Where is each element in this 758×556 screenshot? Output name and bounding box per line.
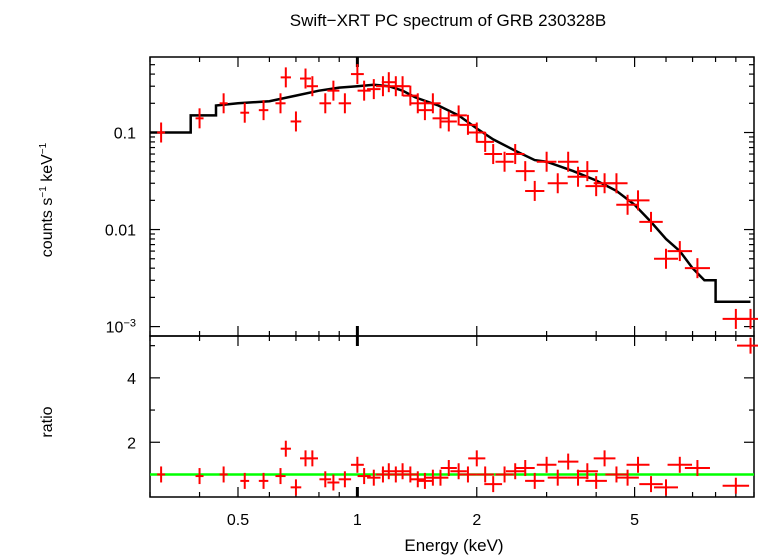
x-tick-label: 2 <box>472 512 481 529</box>
chart-title: Swift−XRT PC spectrum of GRB 230328B <box>290 11 606 30</box>
y-axis-label-spectrum: counts s−1 keV−1 <box>38 142 56 257</box>
spectrum-y-tick-label: 0.01 <box>105 223 136 240</box>
x-tick-label: 1 <box>353 512 362 529</box>
spectrum-panel: 0.1 0.01 10−3 <box>105 56 758 337</box>
ratio-y-tick-label: 4 <box>127 371 136 388</box>
spectrum-frame <box>149 56 755 337</box>
x-tick-label: 5 <box>630 512 639 529</box>
spectrum-y-tick-label: 10−3 <box>106 318 136 337</box>
spectrum-y-tick-label: 0.1 <box>114 126 136 143</box>
y-axis-label-ratio: ratio <box>39 406 56 437</box>
ratio-y-tick-label: 2 <box>127 435 136 452</box>
ratio-panel: 2 4 0.5 1 2 5 <box>127 335 758 529</box>
model-line <box>150 83 751 304</box>
x-axis-label: Energy (keV) <box>404 536 503 555</box>
x-tick-label: 0.5 <box>227 512 249 529</box>
ratio-frame <box>149 335 755 498</box>
